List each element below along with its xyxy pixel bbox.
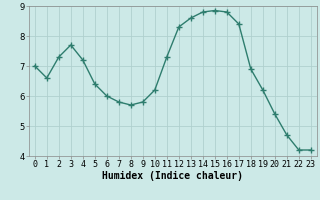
X-axis label: Humidex (Indice chaleur): Humidex (Indice chaleur) bbox=[102, 171, 243, 181]
